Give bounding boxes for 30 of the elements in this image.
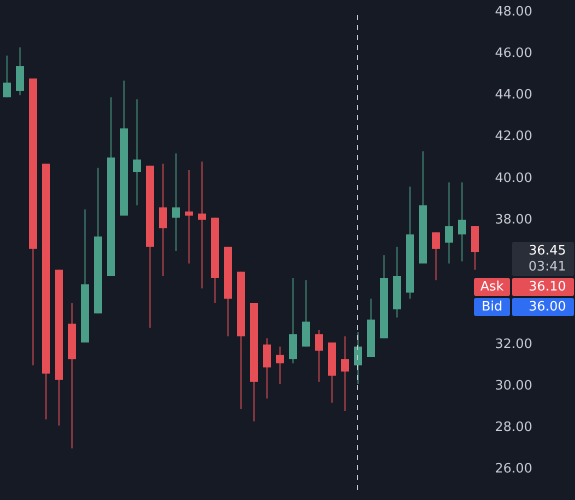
candlestick (3, 55, 11, 98)
candlestick (185, 169, 193, 264)
candlestick (133, 98, 141, 206)
text: 36.00 (528, 300, 566, 315)
y-tick-label: 40.00 (495, 170, 532, 186)
text: 36.45 (528, 244, 566, 259)
candlestick (172, 152, 180, 252)
y-tick-label: 38.00 (495, 212, 532, 228)
y-tick-label: 46.00 (495, 46, 532, 62)
candlestick (276, 346, 284, 385)
y-tick-label: 48.00 (495, 4, 532, 20)
y-tick-label: 28.00 (495, 420, 532, 436)
y-tick-label: 42.00 (495, 129, 532, 144)
text: 36.10 (528, 280, 566, 295)
candlestick (159, 163, 167, 276)
candlestick (445, 182, 453, 264)
candlestick (341, 336, 349, 412)
candlestick (458, 182, 466, 262)
y-tick-label: 26.00 (495, 462, 532, 477)
candlestick (198, 161, 206, 289)
candlestick (263, 338, 271, 400)
annotation: Ask (480, 280, 504, 295)
candlestick (432, 232, 440, 281)
text: 03:41 (528, 260, 566, 275)
candlestick (315, 329, 323, 382)
y-tick-label: 32.00 (495, 337, 532, 352)
text: Bid (482, 300, 502, 315)
y-tick-label: 30.00 (495, 378, 532, 394)
y-tick-label: 44.00 (495, 88, 532, 103)
candlestick (354, 332, 362, 385)
